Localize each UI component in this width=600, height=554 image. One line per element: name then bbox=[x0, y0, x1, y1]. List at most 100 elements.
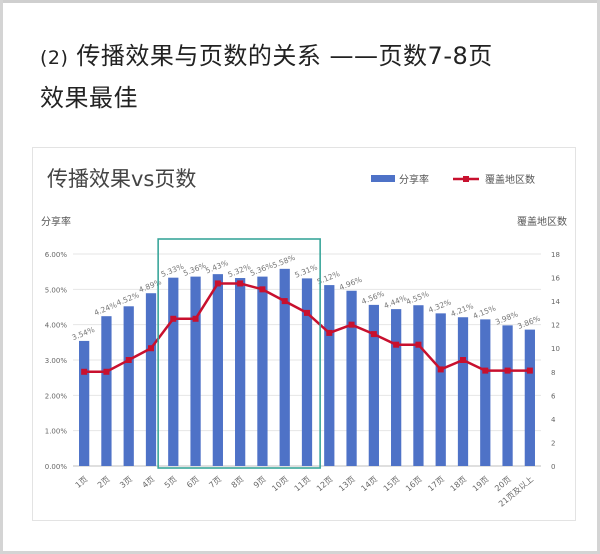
line-point-marker bbox=[437, 366, 444, 373]
line-point-marker bbox=[214, 280, 221, 287]
y-tick-label: 3.00% bbox=[45, 357, 68, 365]
y2-tick-label: 8 bbox=[551, 369, 555, 377]
x-tick-label: 9页 bbox=[252, 475, 268, 490]
bar-data-label: 4.56% bbox=[360, 289, 385, 306]
line-point-marker bbox=[504, 367, 511, 374]
bar bbox=[279, 268, 290, 466]
chart-title: 传播效果vs页数 bbox=[47, 167, 196, 191]
y2-tick-label: 4 bbox=[551, 416, 556, 424]
bar bbox=[123, 306, 134, 466]
bar-data-label: 3.86% bbox=[516, 314, 541, 331]
y2-tick-label: 16 bbox=[551, 275, 560, 283]
x-tick-label: 17页 bbox=[426, 475, 446, 494]
y2-tick-label: 18 bbox=[551, 251, 560, 259]
legend-line-marker bbox=[463, 176, 469, 182]
page-heading: (2) 传播效果与页数的关系 ——页数7-8页 效果最佳 bbox=[40, 36, 570, 118]
x-tick-label: 16页 bbox=[404, 475, 424, 494]
line-point-marker bbox=[170, 315, 177, 322]
y2-tick-label: 2 bbox=[551, 439, 555, 447]
line-point-marker bbox=[304, 309, 310, 316]
x-tick-label: 6页 bbox=[185, 475, 201, 490]
line-point-marker bbox=[259, 286, 266, 293]
x-tick-label: 13页 bbox=[337, 475, 357, 494]
bar bbox=[235, 278, 246, 466]
x-tick-label: 18页 bbox=[449, 475, 469, 494]
x-tick-label: 10页 bbox=[270, 475, 290, 494]
y-tick-label: 5.00% bbox=[45, 286, 68, 294]
y-tick-label: 0.00% bbox=[45, 463, 68, 471]
bar bbox=[212, 274, 223, 466]
heading-line-1: 传播效果与页数的关系 ——页数7-8页 bbox=[76, 42, 493, 70]
legend-line-label: 覆盖地区数 bbox=[485, 173, 535, 186]
line-point-marker bbox=[81, 368, 88, 375]
y-tick-label: 6.00% bbox=[45, 251, 68, 259]
line-point-marker bbox=[526, 367, 533, 374]
bar-data-label: 4.32% bbox=[427, 297, 452, 314]
bar bbox=[368, 304, 379, 466]
x-tick-label: 5页 bbox=[163, 475, 179, 490]
y2-tick-label: 12 bbox=[551, 322, 560, 330]
bar bbox=[502, 325, 513, 466]
line-point-marker bbox=[125, 357, 132, 363]
line-point-marker bbox=[281, 298, 288, 305]
bar bbox=[145, 293, 157, 466]
heading-number: (2) bbox=[40, 47, 69, 69]
bar-data-label: 5.36% bbox=[182, 261, 207, 278]
frame-right-border bbox=[597, 0, 600, 554]
heading-line-2: 效果最佳 bbox=[40, 84, 138, 112]
bar bbox=[480, 319, 491, 466]
line-point-marker bbox=[237, 280, 244, 287]
bar-data-label: 4.44% bbox=[382, 293, 407, 310]
chart-card: 传播效果vs页数 分享率 覆盖地区数 分享率 覆盖地区数 0.00% 1.00% 2.00% 3… bbox=[32, 147, 576, 521]
bar-data-label: 4.24% bbox=[93, 300, 118, 317]
frame-left-border bbox=[0, 0, 3, 554]
line-point-marker bbox=[415, 341, 422, 348]
y2-tick-label: 6 bbox=[551, 392, 556, 400]
legend-bar-label: 分享率 bbox=[399, 173, 429, 186]
bar bbox=[457, 317, 469, 466]
frame-top-border bbox=[0, 0, 600, 3]
bar bbox=[190, 276, 201, 466]
line-point-marker bbox=[103, 368, 110, 375]
bar-data-label: 4.21% bbox=[449, 301, 474, 318]
bar bbox=[168, 277, 179, 466]
bar-data-label: 5.58% bbox=[271, 253, 296, 270]
bar bbox=[301, 278, 313, 466]
y-tick-label: 2.00% bbox=[45, 392, 68, 400]
bar-data-label: 5.36% bbox=[249, 261, 274, 278]
x-tick-label: 14页 bbox=[359, 475, 379, 494]
line-point-marker bbox=[460, 357, 466, 363]
line-point-marker bbox=[348, 321, 355, 328]
y-axis-title: 分享率 bbox=[41, 215, 71, 228]
x-tick-label: 11页 bbox=[293, 475, 313, 494]
x-tick-label: 8页 bbox=[230, 475, 246, 490]
bar bbox=[79, 340, 90, 466]
bar-data-label: 5.31% bbox=[293, 262, 318, 279]
bar-data-label: 5.32% bbox=[226, 262, 251, 279]
bar bbox=[391, 309, 402, 466]
bar bbox=[324, 285, 335, 466]
line-point-marker bbox=[192, 315, 199, 322]
x-tick-label: 3页 bbox=[118, 475, 134, 490]
y2-tick-label: 10 bbox=[551, 345, 560, 353]
x-tick-label: 7页 bbox=[207, 475, 223, 490]
line-point-marker bbox=[393, 341, 400, 348]
frame-bottom-border bbox=[0, 551, 600, 554]
bar bbox=[524, 329, 535, 466]
bar-data-label: 3.98% bbox=[494, 309, 519, 326]
bar bbox=[346, 290, 357, 466]
x-tick-label: 4页 bbox=[140, 475, 156, 490]
y2-axis-title: 覆盖地区数 bbox=[517, 215, 567, 228]
y-tick-label: 4.00% bbox=[45, 322, 68, 330]
y2-tick-label: 0 bbox=[551, 463, 555, 471]
bar bbox=[257, 276, 268, 466]
x-tick-label: 1页 bbox=[74, 475, 90, 490]
bar-data-label: 4.55% bbox=[405, 289, 430, 306]
bar-data-label: 3.54% bbox=[70, 325, 95, 342]
line-point-marker bbox=[482, 367, 489, 374]
bar-data-label: 5.43% bbox=[204, 258, 229, 275]
line-point-marker bbox=[326, 329, 333, 336]
legend-bar-swatch bbox=[371, 175, 395, 182]
y-tick-label: 1.00% bbox=[45, 428, 68, 436]
highlight-box bbox=[157, 238, 321, 469]
